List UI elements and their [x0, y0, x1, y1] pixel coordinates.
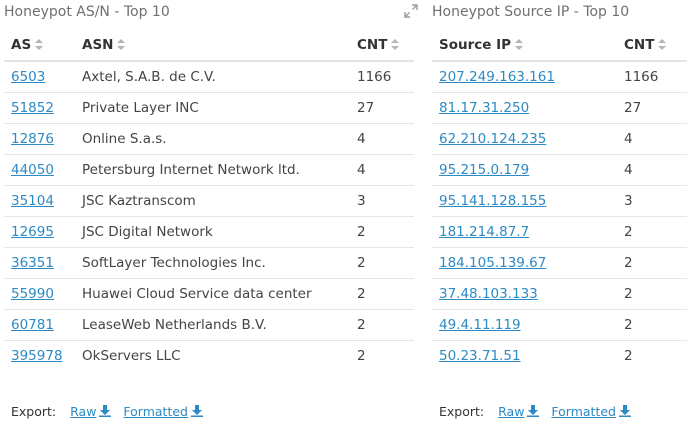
- export-label: Export:: [11, 404, 57, 419]
- as-link[interactable]: 395978: [11, 347, 63, 364]
- table-row: 37.48.103.133 2: [432, 278, 687, 310]
- table-row: 60781 LeaseWeb Netherlands B.V. 2: [4, 309, 414, 341]
- asn-cell: Online S.a.s.: [75, 123, 350, 155]
- ip-link[interactable]: 95.141.128.155: [439, 192, 547, 209]
- table-row: 36351 SoftLayer Technologies Inc. 2: [4, 247, 414, 279]
- cnt-cell: 2: [617, 278, 687, 310]
- table-row: 81.17.31.250 27: [432, 92, 687, 124]
- as-link[interactable]: 60781: [11, 316, 54, 333]
- sort-icon: [515, 38, 524, 50]
- export-formatted-link[interactable]: Formatted: [123, 404, 203, 419]
- column-header-source-ip[interactable]: Source IP: [432, 30, 617, 62]
- ip-link[interactable]: 49.4.11.119: [439, 316, 521, 333]
- asn-cell: Huawei Cloud Service data center: [75, 278, 350, 310]
- table-row: 181.214.87.7 2: [432, 216, 687, 248]
- as-link[interactable]: 12695: [11, 223, 54, 240]
- column-header-as[interactable]: AS: [4, 30, 75, 62]
- table-row: 95.215.0.179 4: [432, 154, 687, 186]
- ip-link[interactable]: 207.249.163.161: [439, 68, 555, 85]
- asn-cell: OkServers LLC: [82, 347, 181, 364]
- ip-link[interactable]: 95.215.0.179: [439, 161, 530, 178]
- download-icon: [190, 404, 203, 417]
- cnt-cell: 2: [350, 278, 414, 310]
- sort-icon: [35, 38, 44, 50]
- table-row: 55990 Huawei Cloud Service data center 2: [4, 278, 414, 310]
- sort-icon: [658, 38, 667, 50]
- asn-cell: LeaseWeb Netherlands B.V.: [75, 309, 350, 341]
- cnt-cell: 1166: [617, 61, 687, 93]
- ip-link[interactable]: 50.23.71.51: [439, 347, 521, 364]
- sort-icon: [391, 38, 400, 50]
- ip-link[interactable]: 181.214.87.7: [439, 223, 530, 240]
- panel-title: Honeypot AS/N - Top 10: [4, 4, 170, 20]
- export-bar: Export: Raw Formatted: [439, 404, 639, 419]
- cnt-cell: 2: [350, 216, 414, 248]
- export-raw-link[interactable]: Raw: [498, 404, 540, 419]
- ip-link[interactable]: 37.48.103.133: [439, 285, 538, 302]
- asn-cell: Axtel, S.A.B. de C.V.: [75, 61, 350, 93]
- cnt-cell: 2: [357, 347, 366, 364]
- source-ip-table: Source IP CNT 207.249.163.161 1166 81.17…: [432, 30, 687, 371]
- cnt-cell: 4: [350, 123, 414, 155]
- asn-cell: JSC Digital Network: [75, 216, 350, 248]
- cnt-cell: 2: [350, 247, 414, 279]
- table-row: 395978 OkServers LLC 2: [4, 340, 414, 371]
- asn-cell: Petersburg Internet Network ltd.: [75, 154, 350, 186]
- table-row: 62.210.124.235 4: [432, 123, 687, 155]
- ip-link[interactable]: 62.210.124.235: [439, 130, 547, 147]
- table-header-row: Source IP CNT: [432, 30, 687, 62]
- asn-table: AS ASN CNT 6503 Axtel, S.A.B. de C.V. 11…: [4, 30, 414, 371]
- table-row: 44050 Petersburg Internet Network ltd. 4: [4, 154, 414, 186]
- as-link[interactable]: 51852: [11, 99, 54, 116]
- cnt-cell: 2: [624, 347, 633, 364]
- cnt-cell: 3: [350, 185, 414, 217]
- table-row: 6503 Axtel, S.A.B. de C.V. 1166: [4, 61, 414, 93]
- column-header-asn[interactable]: ASN: [75, 30, 350, 62]
- table-row: 207.249.163.161 1166: [432, 61, 687, 93]
- as-link[interactable]: 44050: [11, 161, 54, 178]
- table-row: 35104 JSC Kaztranscom 3: [4, 185, 414, 217]
- sort-icon: [117, 38, 126, 50]
- column-header-cnt[interactable]: CNT: [350, 30, 414, 62]
- ip-link[interactable]: 184.105.139.67: [439, 254, 547, 271]
- table-row: 95.141.128.155 3: [432, 185, 687, 217]
- cnt-cell: 3: [617, 185, 687, 217]
- table-header-row: AS ASN CNT: [4, 30, 414, 62]
- export-bar: Export: Raw Formatted: [11, 404, 211, 419]
- table-row: 12695 JSC Digital Network 2: [4, 216, 414, 248]
- as-link[interactable]: 12876: [11, 130, 54, 147]
- cnt-cell: 2: [617, 216, 687, 248]
- table-row: 12876 Online S.a.s. 4: [4, 123, 414, 155]
- table-row: 51852 Private Layer INC 27: [4, 92, 414, 124]
- cnt-cell: 4: [350, 154, 414, 186]
- cnt-cell: 27: [617, 92, 687, 124]
- cnt-cell: 2: [617, 247, 687, 279]
- download-icon: [618, 404, 631, 417]
- export-label: Export:: [439, 404, 485, 419]
- as-link[interactable]: 55990: [11, 285, 54, 302]
- cnt-cell: 4: [617, 154, 687, 186]
- as-link[interactable]: 36351: [11, 254, 54, 271]
- ip-link[interactable]: 81.17.31.250: [439, 99, 530, 116]
- column-header-cnt[interactable]: CNT: [617, 30, 687, 62]
- panel-title: Honeypot Source IP - Top 10: [432, 4, 630, 20]
- asn-cell: JSC Kaztranscom: [75, 185, 350, 217]
- cnt-cell: 27: [350, 92, 414, 124]
- table-row: 184.105.139.67 2: [432, 247, 687, 279]
- asn-cell: Private Layer INC: [75, 92, 350, 124]
- as-link[interactable]: 35104: [11, 192, 54, 209]
- cnt-cell: 1166: [350, 61, 414, 93]
- cnt-cell: 2: [617, 309, 687, 341]
- download-icon: [527, 404, 540, 417]
- cnt-cell: 2: [350, 309, 414, 341]
- asn-cell: SoftLayer Technologies Inc.: [75, 247, 350, 279]
- export-formatted-link[interactable]: Formatted: [551, 404, 631, 419]
- expand-icon[interactable]: [404, 4, 418, 18]
- table-row: 49.4.11.119 2: [432, 309, 687, 341]
- table-row: 50.23.71.51 2: [432, 340, 687, 371]
- download-icon: [99, 404, 112, 417]
- cnt-cell: 4: [617, 123, 687, 155]
- as-link[interactable]: 6503: [11, 68, 46, 85]
- export-raw-link[interactable]: Raw: [70, 404, 112, 419]
